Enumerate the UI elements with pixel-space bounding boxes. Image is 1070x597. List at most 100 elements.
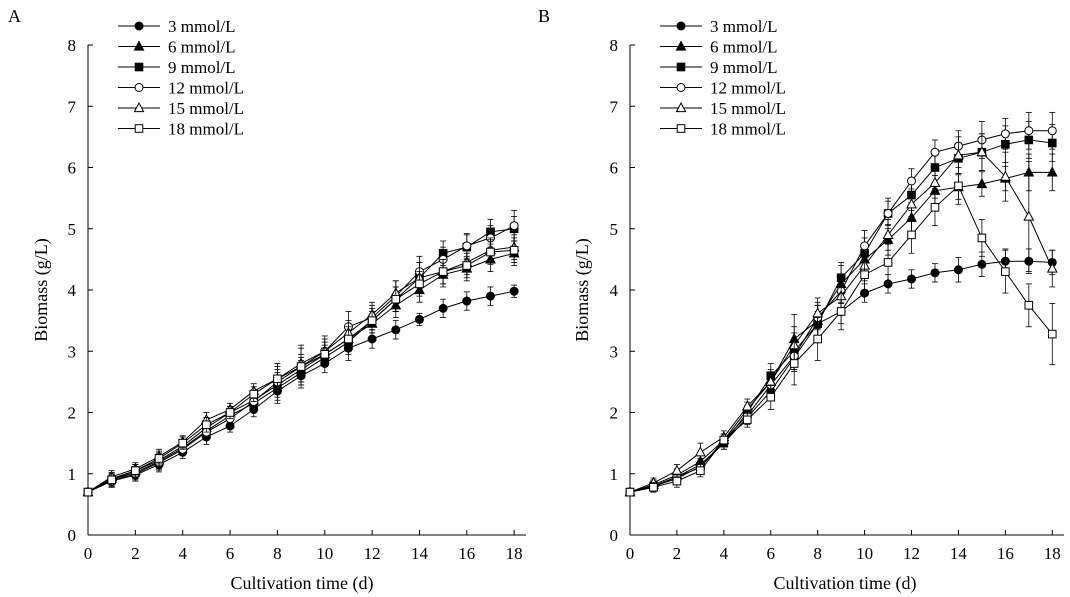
data-point	[367, 334, 377, 344]
data-point	[1024, 301, 1034, 310]
data-point	[1047, 329, 1057, 339]
x-tick-label: 0	[84, 544, 93, 563]
data-point	[742, 415, 752, 425]
x-tick-label: 4	[178, 544, 187, 563]
x-tick-label: 16	[458, 544, 475, 563]
x-tick-label: 14	[950, 544, 968, 563]
legend-item: 9 mmol/L	[660, 58, 778, 77]
x-tick-label: 14	[411, 544, 429, 563]
x-tick-label: 8	[813, 544, 822, 563]
data-point	[953, 265, 963, 275]
data-point	[930, 268, 940, 278]
y-tick-label: 4	[68, 281, 77, 300]
legend-marker	[133, 101, 145, 113]
legend-item: 18 mmol/L	[118, 120, 244, 139]
legend-label: 15 mmol/L	[168, 99, 244, 118]
y-tick-label: 6	[610, 159, 619, 178]
x-tick-label: 10	[316, 544, 333, 563]
data-point	[83, 487, 93, 497]
data-point	[649, 482, 658, 492]
data-point	[509, 221, 519, 231]
x-tick-label: 6	[767, 544, 776, 563]
legend-marker	[675, 101, 687, 113]
x-tick-label: 4	[720, 544, 729, 563]
legend-item: 6 mmol/L	[118, 38, 236, 57]
data-point	[696, 466, 705, 475]
data-point	[1046, 166, 1058, 177]
series-line	[629, 185, 1053, 493]
y-axis-title: Biomass (g/L)	[31, 238, 52, 342]
legend-marker	[676, 83, 686, 92]
x-tick-label: 0	[626, 544, 635, 563]
data-point	[860, 270, 869, 279]
data-point	[154, 454, 164, 463]
data-point	[486, 247, 495, 257]
data-point	[882, 228, 894, 239]
data-point	[766, 392, 776, 402]
data-point	[438, 267, 448, 276]
x-axis-title: Cultivation time (d)	[774, 573, 917, 594]
data-point	[952, 149, 964, 160]
series-18-mmol-L	[625, 167, 1057, 497]
legend-label: 15 mmol/L	[710, 99, 786, 118]
data-point	[249, 389, 259, 399]
y-tick-label: 5	[68, 220, 77, 239]
data-point	[320, 350, 330, 359]
data-point	[883, 208, 893, 218]
data-point	[367, 316, 377, 325]
y-tick-label: 7	[610, 97, 619, 116]
data-point	[225, 408, 235, 417]
legend-item: 9 mmol/L	[118, 58, 236, 77]
data-point	[131, 466, 140, 475]
series-18-mmol-L	[83, 237, 519, 497]
data-point	[789, 359, 799, 368]
data-point	[509, 286, 519, 296]
legend-item: 6 mmol/L	[660, 38, 778, 57]
data-point	[391, 325, 401, 335]
data-point	[812, 307, 824, 318]
data-point	[1001, 267, 1010, 276]
legend-label: 3 mmol/L	[710, 17, 778, 36]
data-point	[741, 400, 753, 411]
data-point	[694, 446, 706, 457]
data-point	[1023, 210, 1035, 221]
data-point	[860, 241, 870, 251]
y-tick-label: 2	[68, 404, 77, 423]
data-point	[415, 279, 424, 289]
data-point	[625, 487, 635, 497]
legend-label: 9 mmol/L	[168, 58, 236, 77]
data-point	[907, 176, 917, 186]
x-tick-label: 10	[856, 544, 873, 563]
data-point	[414, 314, 424, 324]
data-point	[1046, 262, 1058, 273]
data-point	[977, 233, 987, 243]
legend-marker	[676, 124, 686, 133]
data-point	[485, 291, 495, 301]
y-tick-label: 8	[610, 36, 619, 55]
y-tick-label: 5	[610, 220, 619, 239]
y-tick-label: 2	[610, 404, 619, 423]
legend-marker	[134, 62, 144, 72]
y-tick-label: 4	[610, 281, 619, 300]
data-point	[906, 198, 917, 209]
data-point	[907, 230, 916, 240]
legend-marker	[675, 40, 687, 51]
data-point	[671, 464, 683, 475]
legend-marker	[676, 62, 686, 72]
y-tick-label: 1	[610, 465, 619, 484]
legend-item: 3 mmol/L	[660, 17, 778, 36]
x-tick-label: 6	[226, 544, 235, 563]
data-point	[462, 296, 472, 306]
data-point	[1047, 126, 1057, 136]
data-point	[930, 203, 940, 212]
y-tick-label: 3	[68, 342, 77, 361]
data-point	[273, 374, 282, 384]
y-tick-label: 0	[68, 526, 77, 545]
x-axis-title: Cultivation time (d)	[231, 573, 374, 594]
y-tick-label: 7	[68, 97, 77, 116]
y-tick-label: 1	[68, 465, 77, 484]
chart-panel-a: A Cultivation time (d) Biomass (g/L) 012…	[8, 6, 526, 594]
data-point	[976, 146, 988, 157]
legend-label: 6 mmol/L	[168, 38, 236, 57]
data-point	[202, 420, 211, 430]
